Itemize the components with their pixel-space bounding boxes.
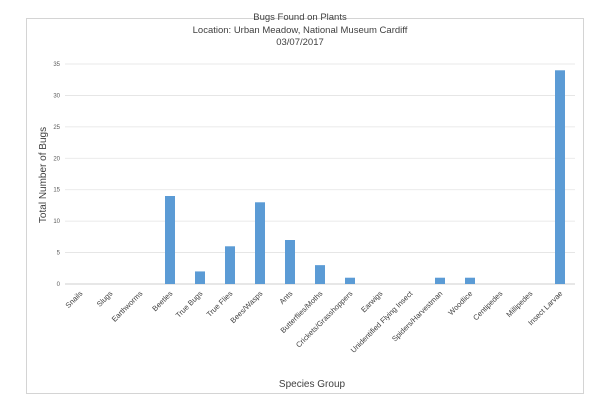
- chart-title-block: Bugs Found on Plants Location: Urban Mea…: [0, 12, 600, 50]
- x-tick-label: True Bugs: [174, 289, 205, 320]
- x-tick-label: Earthworms: [110, 289, 145, 324]
- gridlines: [65, 63, 575, 285]
- bar: [165, 196, 175, 284]
- y-tick-label: 10: [53, 219, 60, 225]
- x-tick-label: Centipedes: [471, 289, 504, 322]
- y-tick-label: 5: [57, 251, 61, 257]
- x-tick-label: Snails: [64, 289, 85, 310]
- x-tick-label: Crickets/Grasshoppers: [294, 289, 354, 349]
- y-tick-label: 20: [53, 156, 60, 162]
- chart-title: Bugs Found on Plants: [253, 12, 347, 23]
- bar: [315, 265, 325, 284]
- x-tick-label: Spiders/Harvestman: [390, 289, 444, 343]
- y-tick-label: 15: [53, 188, 60, 194]
- bar: [255, 202, 265, 284]
- bar: [435, 277, 445, 284]
- x-tick-label: Millipedes: [504, 289, 534, 319]
- bars: [165, 70, 565, 285]
- x-tick-label: Slugs: [95, 289, 115, 309]
- x-tick-label: Earwigs: [359, 289, 384, 314]
- x-tick-label: Beetles: [150, 289, 174, 313]
- chart-subtitle-location: Location: Urban Meadow, National Museum …: [192, 24, 408, 36]
- bar: [345, 277, 355, 284]
- chart-area: [26, 18, 584, 394]
- bar: [555, 70, 565, 285]
- y-tick-label: 35: [53, 62, 60, 68]
- y-axis-title: Total Number of Bugs: [38, 127, 49, 223]
- x-tick-label: Bees/Wasps: [228, 289, 264, 325]
- x-tick-label: True Flies: [205, 289, 235, 319]
- y-tick-label: 30: [53, 93, 60, 99]
- bar: [465, 277, 475, 284]
- bar: [195, 271, 205, 284]
- bar: [285, 240, 295, 284]
- chart-subtitle-date: 03/07/2017: [276, 37, 324, 48]
- x-tick-label: Woodlice: [446, 289, 474, 317]
- x-tick-label: Ants: [277, 289, 294, 306]
- y-axis-ticks: 0 5 10 15 20 25 30 35: [53, 62, 60, 288]
- bar: [225, 246, 235, 284]
- y-tick-label: 25: [53, 125, 60, 131]
- x-axis-title: Species Group: [279, 379, 346, 390]
- y-tick-label: 0: [57, 282, 61, 288]
